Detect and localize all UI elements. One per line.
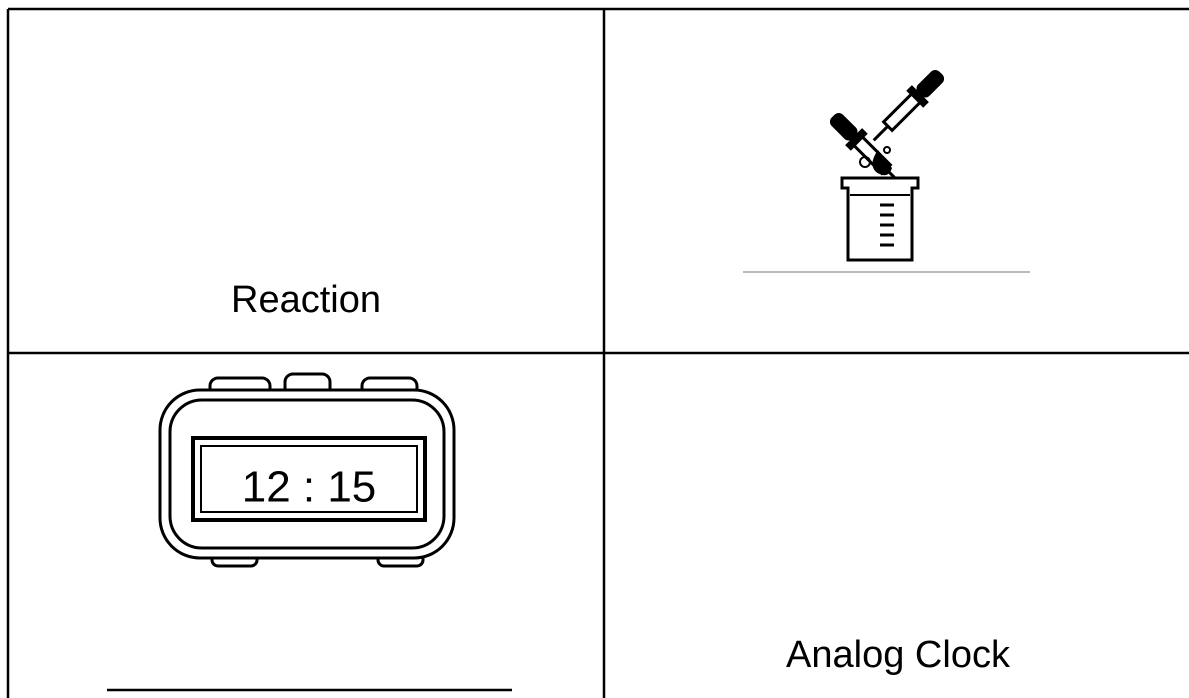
beaker-icon: [743, 69, 1030, 273]
cell-label: Reaction: [231, 279, 381, 321]
cell-label: Analog Clock: [786, 634, 1011, 676]
clock-display: 12 : 15: [242, 463, 377, 512]
alarm-clock-icon: [158, 372, 456, 568]
table-grid: [6, 7, 1189, 698]
